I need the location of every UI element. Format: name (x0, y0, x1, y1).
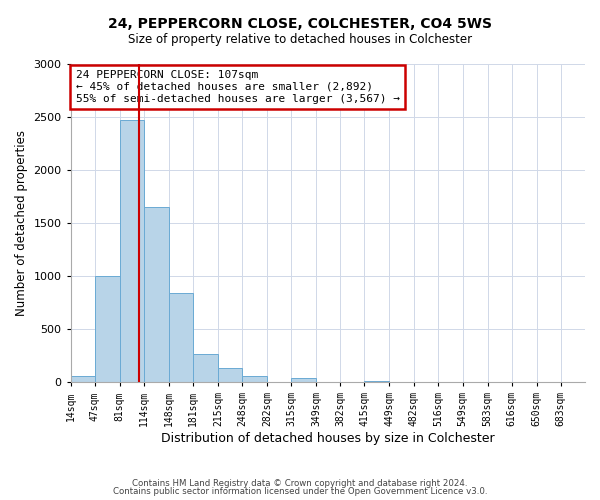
Bar (71, 376, 95, 382)
Bar (242, 376, 267, 382)
Y-axis label: Number of detached properties: Number of detached properties (15, 130, 28, 316)
Text: 24, PEPPERCORN CLOSE, COLCHESTER, CO4 5WS: 24, PEPPERCORN CLOSE, COLCHESTER, CO4 5W… (108, 18, 492, 32)
Text: Contains public sector information licensed under the Open Government Licence v3: Contains public sector information licen… (113, 487, 487, 496)
Bar (218, 368, 242, 382)
Bar (144, 207, 169, 382)
Bar (95, 276, 120, 382)
Bar (120, 120, 144, 382)
Text: Size of property relative to detached houses in Colchester: Size of property relative to detached ho… (128, 32, 472, 46)
Text: Contains HM Land Registry data © Crown copyright and database right 2024.: Contains HM Land Registry data © Crown c… (132, 478, 468, 488)
Bar (291, 378, 316, 382)
Bar (193, 354, 218, 382)
Bar (364, 380, 389, 382)
X-axis label: Distribution of detached houses by size in Colchester: Distribution of detached houses by size … (161, 432, 494, 445)
Text: 24 PEPPERCORN CLOSE: 107sqm
← 45% of detached houses are smaller (2,892)
55% of : 24 PEPPERCORN CLOSE: 107sqm ← 45% of det… (76, 70, 400, 104)
Bar (169, 293, 193, 382)
